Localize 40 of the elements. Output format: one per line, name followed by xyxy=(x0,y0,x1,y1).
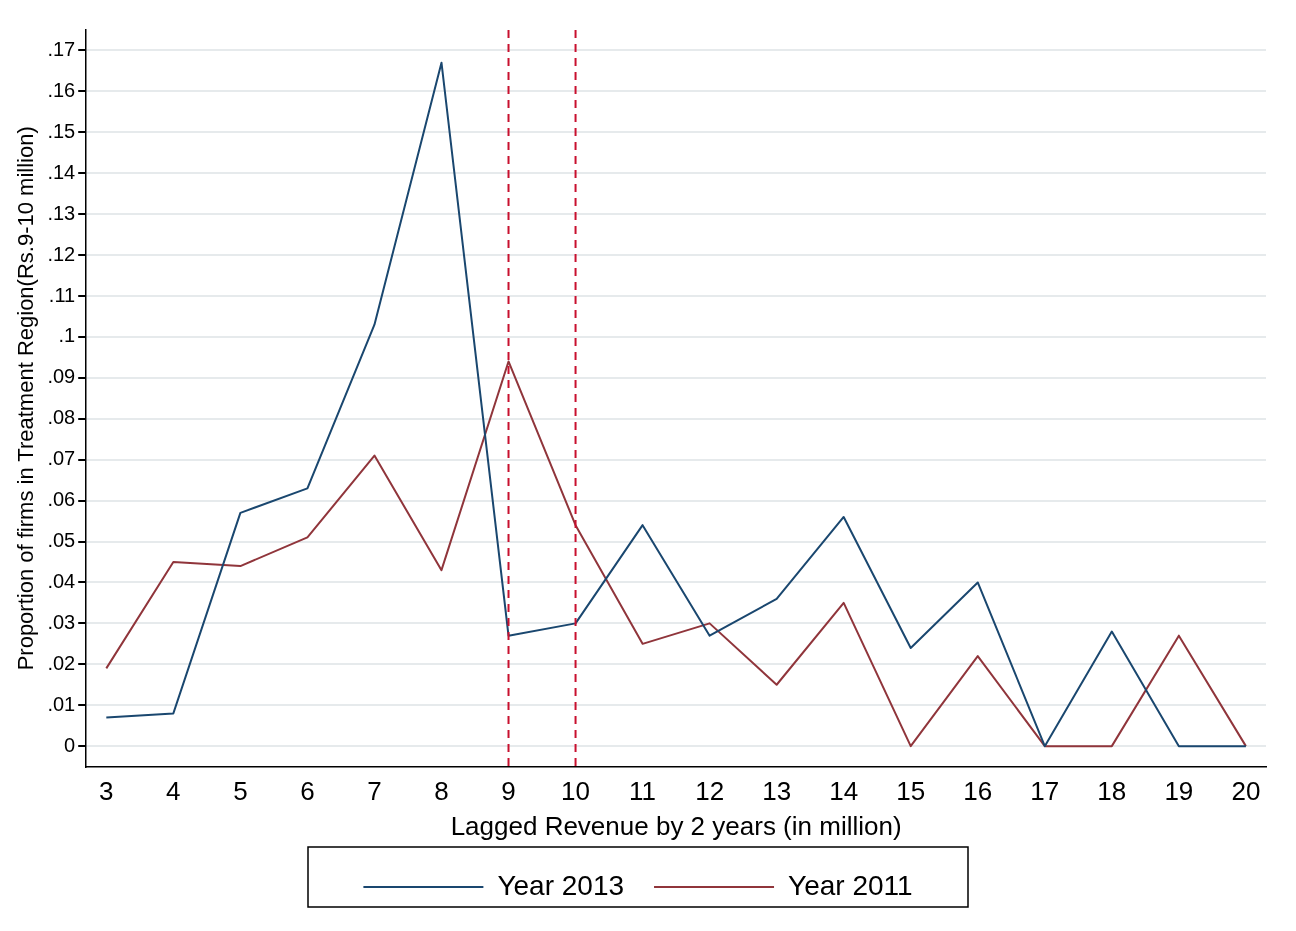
x-tick-label: 7 xyxy=(367,776,382,807)
x-tick-label: 16 xyxy=(963,776,993,807)
x-tick-label: 11 xyxy=(629,776,657,807)
y-tick-label: .01 xyxy=(47,692,76,715)
x-tick-label: 20 xyxy=(1231,776,1261,807)
y-tick-label: .11 xyxy=(48,283,76,306)
y-tick-label: .05 xyxy=(47,529,76,552)
y-tick-label: .14 xyxy=(47,160,76,183)
y-tick-label: .16 xyxy=(47,78,76,101)
y-tick-label: .17 xyxy=(47,37,76,60)
x-tick-label: 8 xyxy=(434,776,449,807)
x-tick-label: 12 xyxy=(695,776,725,807)
x-tick-label: 13 xyxy=(762,776,792,807)
x-tick-label: 4 xyxy=(166,776,181,807)
y-tick-label: .02 xyxy=(47,651,76,674)
legend-label: Year 2011 xyxy=(788,869,913,901)
x-tick-label: 5 xyxy=(233,776,248,807)
x-axis-title: Lagged Revenue by 2 years (in million) xyxy=(450,810,902,841)
x-tick-label: 19 xyxy=(1164,776,1194,807)
x-tick-label: 14 xyxy=(829,776,859,807)
y-tick-label: .1 xyxy=(58,324,76,347)
x-tick-label: 10 xyxy=(561,776,591,807)
x-tick-label: 9 xyxy=(501,776,516,807)
y-tick-label: .04 xyxy=(47,569,76,592)
y-tick-label: .09 xyxy=(47,365,76,388)
y-tick-label: 0 xyxy=(64,733,76,756)
y-tick-label: .15 xyxy=(47,119,76,142)
x-tick-label: 17 xyxy=(1030,776,1060,807)
x-tick-label: 15 xyxy=(896,776,926,807)
y-tick-label: .06 xyxy=(47,488,76,511)
y-tick-label: .13 xyxy=(47,201,76,224)
y-axis-title: Proportion of firms in Treatment Region(Rs.9-10 million) xyxy=(13,126,39,671)
y-tick-label: .07 xyxy=(47,447,76,470)
y-tick-label: .08 xyxy=(47,406,76,429)
x-tick-label: 6 xyxy=(300,776,315,807)
y-tick-label: .12 xyxy=(47,242,76,265)
legend-label: Year 2013 xyxy=(497,869,625,901)
x-tick-label: 18 xyxy=(1097,776,1127,807)
x-tick-label: 3 xyxy=(99,776,114,807)
y-tick-label: .03 xyxy=(47,610,76,633)
